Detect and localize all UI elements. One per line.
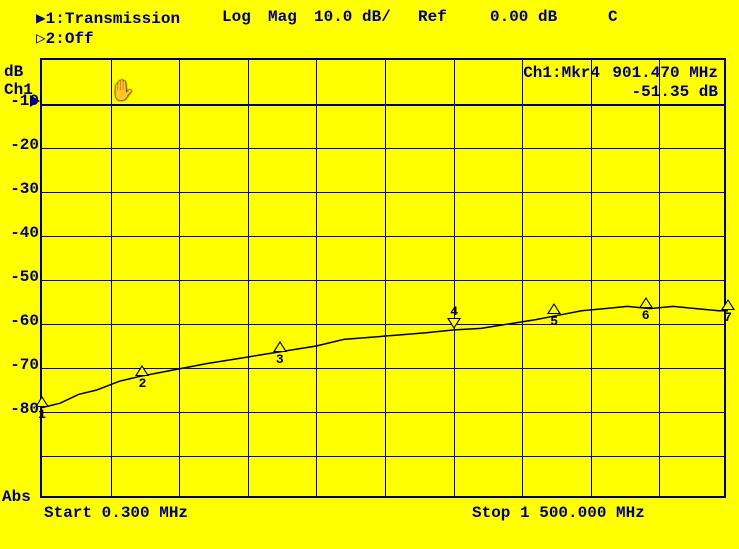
plot-area[interactable]: Ch1:Mkr4 901.470 MHz -51.35 dB 1234567 xyxy=(40,58,726,498)
y-tick-label: -40 xyxy=(10,224,39,242)
marker-3[interactable]: 3 xyxy=(273,341,287,366)
y-tick-label: -10 xyxy=(10,92,39,110)
marker-triangle-up-icon xyxy=(639,297,653,308)
marker-triangle-up-icon xyxy=(273,341,287,352)
grid-line-v xyxy=(316,60,317,496)
grid-line-h xyxy=(42,456,724,457)
y-tick-label: -60 xyxy=(10,312,39,330)
y-tick-label: -80 xyxy=(10,400,39,418)
marker-5[interactable]: 5 xyxy=(547,303,561,328)
grid-line-v xyxy=(659,60,660,496)
ref-line xyxy=(42,104,724,106)
marker-number: 4 xyxy=(447,305,461,318)
marker-triangle-up-icon xyxy=(721,299,735,310)
format-label: Log xyxy=(222,8,251,26)
y-tick-label: -30 xyxy=(10,180,39,198)
marker-number: 5 xyxy=(547,315,561,328)
marker-7[interactable]: 7 xyxy=(721,299,735,324)
grid-line-h xyxy=(42,324,724,325)
marker-number: 3 xyxy=(273,353,287,366)
y-axis-abs: Abs xyxy=(2,488,31,506)
grid-line-v xyxy=(454,60,455,496)
trace2-label: ▷2:Off xyxy=(36,28,94,48)
grid-line-h xyxy=(42,412,724,413)
grid-line-v xyxy=(591,60,592,496)
trace-line xyxy=(42,60,724,496)
ref-value: 0.00 dB xyxy=(490,8,557,26)
grid-line-h xyxy=(42,148,724,149)
marker-triangle-up-icon xyxy=(135,365,149,376)
marker-2[interactable]: 2 xyxy=(135,365,149,390)
header: ▶1:Transmission Log Mag 10.0 dB/ Ref 0.0… xyxy=(0,4,739,54)
grid-line-v xyxy=(522,60,523,496)
x-axis-stop: Stop 1 500.000 MHz xyxy=(472,504,645,522)
mode-indicator: C xyxy=(608,8,618,26)
grid-line-v xyxy=(179,60,180,496)
y-axis-unit: dB xyxy=(4,64,23,80)
grid-line-v xyxy=(111,60,112,496)
trace1-prefix: ▶1: xyxy=(36,10,65,28)
y-tick-label: -20 xyxy=(10,136,39,154)
mag-label: Mag xyxy=(268,8,297,26)
marker-6[interactable]: 6 xyxy=(639,297,653,322)
marker-number: 7 xyxy=(721,311,735,324)
grid-line-h xyxy=(42,236,724,237)
ref-label: Ref xyxy=(418,8,447,26)
grid-line-h xyxy=(42,280,724,281)
marker-4[interactable]: 4 xyxy=(447,304,461,329)
grid-line-v xyxy=(248,60,249,496)
trace1-name: Transmission xyxy=(65,10,180,28)
marker-number: 6 xyxy=(639,309,653,322)
grid-line-v xyxy=(385,60,386,496)
trace2-prefix: ▷2: xyxy=(36,30,65,48)
trace1-label: ▶1:Transmission xyxy=(36,8,180,28)
marker-triangle-down-icon xyxy=(447,318,461,329)
y-tick-label: -50 xyxy=(10,268,39,286)
marker-triangle-up-icon xyxy=(547,303,561,314)
trace2-name: Off xyxy=(65,30,94,48)
y-tick-label: -70 xyxy=(10,356,39,374)
x-axis-start: Start 0.300 MHz xyxy=(44,504,188,522)
scale-label: 10.0 dB/ xyxy=(314,8,391,26)
marker-number: 2 xyxy=(135,377,149,390)
grid-line-h xyxy=(42,192,724,193)
